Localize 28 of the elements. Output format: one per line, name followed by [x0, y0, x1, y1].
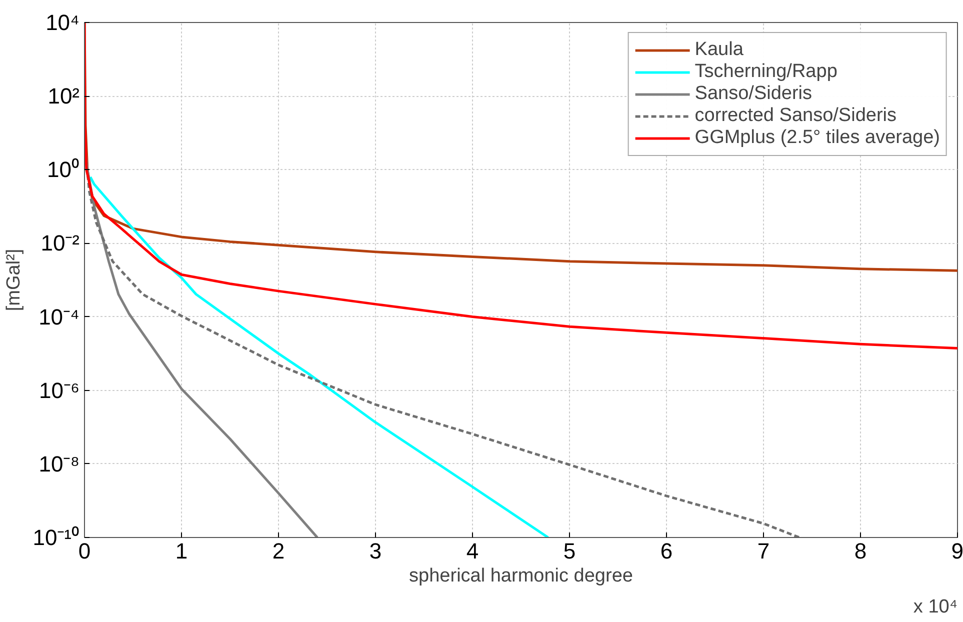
x-axis-title: spherical harmonic degree — [409, 566, 633, 586]
y-tick-label: 10⁻⁴ — [38, 304, 80, 330]
y-tick-label: 10⁴ — [46, 10, 80, 35]
x-tick-label: 6 — [660, 538, 673, 564]
legend-label: corrected Sanso/Sideris — [694, 105, 897, 127]
y-tick-label: 10⁻¹⁰ — [32, 525, 80, 550]
y-tick-label: 10⁰ — [47, 157, 80, 182]
x-tick-label: 7 — [757, 538, 770, 564]
legend-label: Tscherning/Rapp — [694, 61, 838, 83]
text: x 10⁴ — [913, 596, 958, 618]
x-tick-label: 1 — [175, 538, 188, 564]
x-tick-label: 8 — [854, 538, 867, 564]
x-tick-label: 3 — [369, 538, 382, 564]
x-tick-label: 2 — [272, 538, 285, 564]
x-tick-label: 4 — [466, 538, 479, 564]
y-tick-label: 10² — [48, 84, 80, 109]
legend-label: Kaula — [694, 39, 744, 61]
line-series — [84, 22, 958, 350]
x-tick-label: 9 — [951, 538, 963, 564]
y-tick-label: 10⁻² — [40, 230, 80, 256]
y-tick-label: 10⁻⁸ — [38, 451, 80, 476]
legend-label: GGMplus (2.5° tiles average) — [694, 127, 940, 149]
line-series — [89, 176, 550, 538]
y-axis-title: [mGal²] — [4, 248, 25, 312]
x-tick-label: 0 — [78, 538, 91, 564]
y-tick-label: 10⁻⁶ — [38, 378, 80, 403]
legend-label: Sanso/Sideris — [694, 83, 812, 105]
x-tick-label: 5 — [563, 538, 576, 564]
